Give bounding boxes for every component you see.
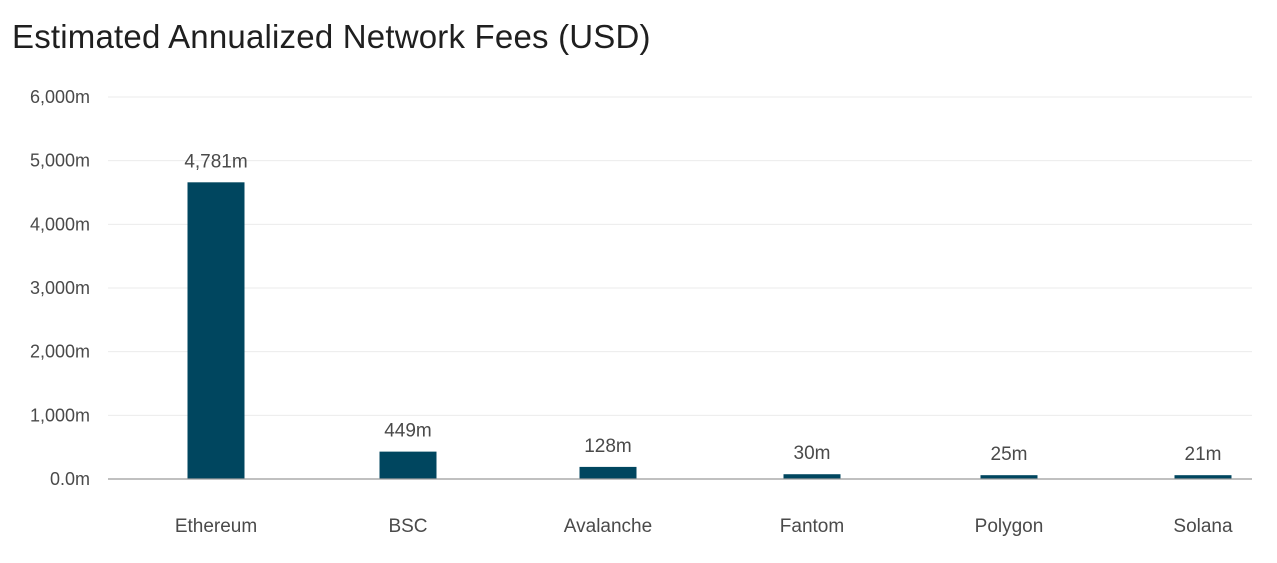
y-tick-label: 3,000m <box>30 278 90 298</box>
data-label: 21m <box>1185 444 1222 465</box>
data-label: 128m <box>584 436 632 457</box>
data-label: 30m <box>794 443 831 464</box>
bar-solana <box>1174 475 1232 479</box>
bar-bsc <box>379 451 437 479</box>
bars <box>187 182 1232 479</box>
x-axis-category-labels: Ethereum BSC Avalanche Fantom Polygon Solana <box>175 516 1233 537</box>
y-tick-label: 4,000m <box>30 214 90 234</box>
x-category-label: BSC <box>388 516 427 537</box>
bar-fantom <box>783 474 841 479</box>
gridlines <box>108 96 1252 416</box>
x-category-label: Solana <box>1173 516 1233 537</box>
x-category-label: Ethereum <box>175 516 257 537</box>
bar-polygon <box>980 475 1038 479</box>
x-category-label: Fantom <box>780 516 844 537</box>
data-label: 4,781m <box>184 151 247 172</box>
x-category-label: Avalanche <box>564 516 652 537</box>
y-tick-label: 2,000m <box>30 342 90 362</box>
data-label: 449m <box>384 421 432 442</box>
x-category-label: Polygon <box>975 516 1044 537</box>
data-label: 25m <box>991 444 1028 465</box>
chart-title: Estimated Annualized Network Fees (USD) <box>12 18 651 55</box>
y-tick-label: 0.0m <box>50 469 90 489</box>
y-axis-tick-labels: 0.0m 1,000m 2,000m 3,000m 4,000m 5,000m 6,000m <box>30 87 90 489</box>
y-tick-label: 6,000m <box>30 87 90 107</box>
y-tick-label: 1,000m <box>30 405 90 425</box>
data-labels: 4,781m 449m 128m 30m 25m 21m <box>184 151 1221 465</box>
bar-avalanche <box>579 466 637 479</box>
bar-ethereum <box>187 182 245 479</box>
y-tick-label: 5,000m <box>30 151 90 171</box>
